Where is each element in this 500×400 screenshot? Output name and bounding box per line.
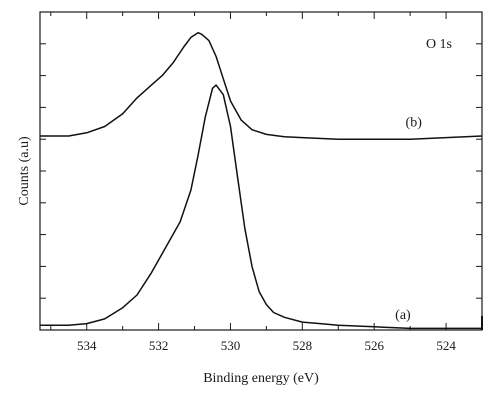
y-ticks (40, 43, 482, 299)
annotation-label: O 1s (426, 37, 452, 52)
plot-frame (39, 11, 483, 331)
series-a-label: (a) (395, 308, 411, 323)
series-layer: (a) (b) (40, 31, 483, 330)
x-ticks: 534 532 530 528 526 524 (50, 12, 483, 353)
series-a-line (40, 84, 482, 330)
x-tick-label: 524 (436, 338, 456, 353)
series-b-label: (b) (406, 115, 423, 130)
x-tick-label: 530 (221, 338, 241, 353)
x-tick-label: 534 (77, 338, 97, 353)
x-tick-label: 532 (149, 338, 169, 353)
series-b-line (40, 31, 483, 140)
y-axis-title: Counts (a.u) (17, 136, 32, 206)
x-tick-label: 526 (364, 338, 384, 353)
x-axis-title: Binding energy (eV) (203, 371, 319, 386)
x-tick-label: 528 (293, 338, 313, 353)
